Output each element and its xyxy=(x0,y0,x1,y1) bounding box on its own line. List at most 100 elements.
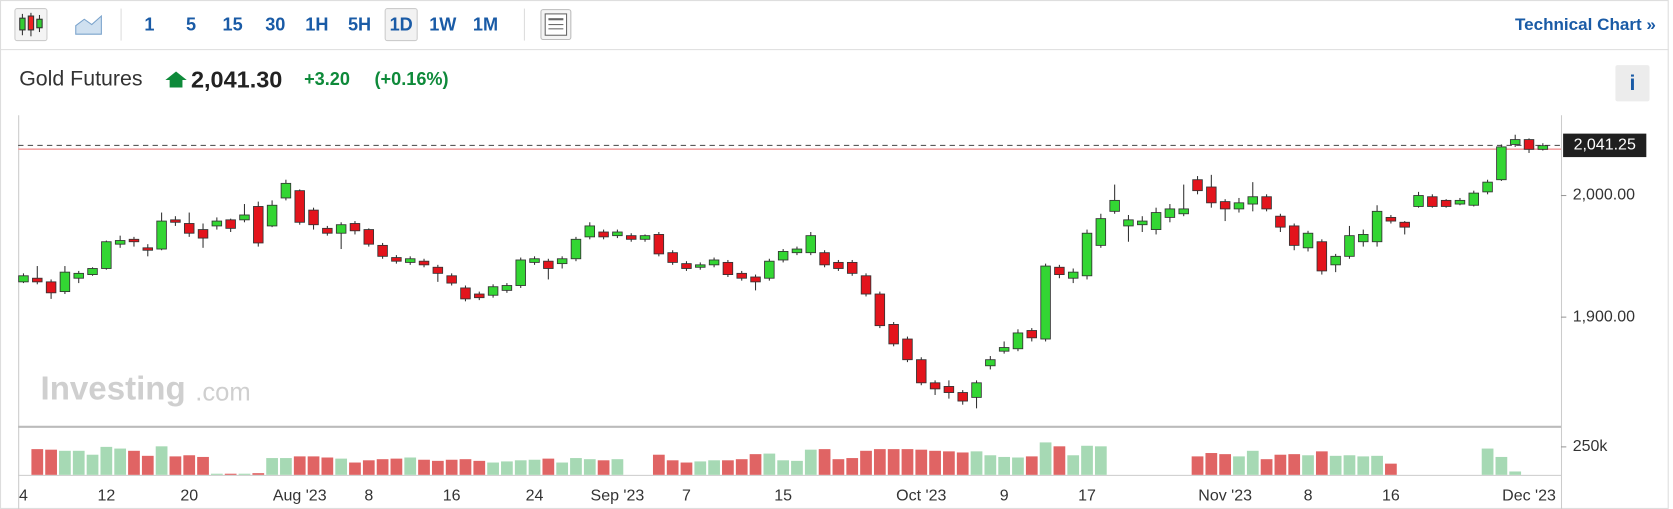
interval-button[interactable]: 1D xyxy=(390,14,413,34)
price-change: +3.20 xyxy=(304,69,350,89)
x-tick-label: 8 xyxy=(364,487,373,504)
volume-bar xyxy=(1053,446,1066,475)
volume-bar xyxy=(1260,459,1273,475)
candle-body xyxy=(349,223,361,232)
volume-bar xyxy=(528,459,541,475)
volume-bar xyxy=(694,461,707,475)
volume-bar xyxy=(473,460,486,475)
candle-body xyxy=(335,224,347,234)
candle-body xyxy=(833,261,844,269)
candle-body xyxy=(1413,195,1424,207)
volume-bar xyxy=(1094,446,1107,475)
volume-bar xyxy=(1081,445,1093,475)
candle-body xyxy=(322,227,333,234)
candle-body xyxy=(929,382,941,390)
candle-body xyxy=(1164,208,1176,218)
interval-selected[interactable] xyxy=(384,8,418,42)
candle-body xyxy=(1054,266,1065,275)
volume-bar xyxy=(1205,453,1218,475)
x-tick-label: Oct '23 xyxy=(896,487,946,504)
candle-body xyxy=(1427,196,1438,207)
up-arrow xyxy=(165,71,187,88)
volume-bar xyxy=(943,451,955,475)
volume-bar xyxy=(514,460,527,475)
candle-body xyxy=(860,275,872,295)
volume-bar xyxy=(45,449,57,475)
volume-bar xyxy=(1343,455,1356,475)
candle-body xyxy=(1454,199,1466,205)
volume-bar xyxy=(998,456,1011,475)
candle-body xyxy=(1482,181,1493,193)
volume-bar xyxy=(749,454,762,475)
candle-body xyxy=(971,382,982,398)
technical-chart-link[interactable]: Technical Chart » xyxy=(1515,15,1656,34)
candle-body xyxy=(418,260,430,266)
candle-body xyxy=(653,234,665,255)
candle-body xyxy=(211,220,223,227)
volume-bar xyxy=(970,451,983,475)
candle-body xyxy=(377,244,388,257)
interval-button[interactable]: 1H xyxy=(305,14,328,34)
candle-body xyxy=(1109,199,1120,212)
x-tick-label: 12 xyxy=(97,487,115,504)
info-label[interactable]: i xyxy=(1629,71,1635,95)
volume-bar xyxy=(59,450,71,475)
x-tick-label: 9 xyxy=(1000,487,1009,504)
candle-body xyxy=(1192,179,1203,192)
volume-bar xyxy=(210,473,223,475)
volume-bar xyxy=(832,459,845,475)
volume-bar xyxy=(31,449,44,475)
price-change-pct: (+0.16%) xyxy=(375,69,449,89)
volume-bar xyxy=(128,450,140,475)
x-tick-label: 15 xyxy=(774,487,792,504)
interval-button[interactable]: 1 xyxy=(144,14,154,34)
volume-bar xyxy=(1302,455,1314,475)
candle-body xyxy=(183,223,195,234)
candle-body xyxy=(460,287,471,300)
candle-body xyxy=(1523,139,1535,150)
interval-button[interactable]: 1W xyxy=(429,14,457,34)
candle-body xyxy=(639,235,651,240)
candle-body xyxy=(1288,225,1300,246)
candle-body xyxy=(225,219,236,229)
volume-bar xyxy=(929,450,941,475)
volume-bar xyxy=(431,460,444,475)
candle-body xyxy=(1496,146,1507,181)
interval-button[interactable]: 15 xyxy=(223,14,243,34)
candle-body xyxy=(736,272,747,279)
candle-body xyxy=(1095,218,1107,246)
volume-bar xyxy=(680,462,693,475)
news-icon[interactable] xyxy=(540,9,572,41)
volume-bar xyxy=(597,460,610,475)
area-icon[interactable] xyxy=(75,14,102,35)
icon-stroke xyxy=(75,14,102,35)
interval-button[interactable]: 5 xyxy=(186,14,196,34)
candle-body xyxy=(1123,219,1134,227)
candle-body xyxy=(1316,241,1328,272)
candle-icon[interactable] xyxy=(14,8,48,42)
candle-body xyxy=(45,281,57,294)
interval-button[interactable]: 30 xyxy=(265,14,285,34)
candle-body xyxy=(819,252,830,266)
x-tick-label: 17 xyxy=(1078,487,1096,504)
x-tick-label: 20 xyxy=(180,487,198,504)
interval-button[interactable]: 1M xyxy=(473,14,498,34)
volume-bar xyxy=(72,450,85,475)
candle-body xyxy=(1247,196,1258,205)
volume-bar xyxy=(804,449,817,475)
candle-body xyxy=(902,338,913,361)
volume-bar xyxy=(335,458,348,475)
interval-button[interactable]: 5H xyxy=(348,14,371,34)
volume-bar xyxy=(487,462,499,475)
volume-bar xyxy=(708,460,720,475)
volume-bar xyxy=(1385,463,1397,475)
info-button[interactable] xyxy=(1615,65,1650,102)
x-tick-label: 4 xyxy=(19,487,28,504)
x-tick-label: Aug '23 xyxy=(273,487,327,504)
candle-body xyxy=(446,275,457,284)
candle-body xyxy=(529,258,540,263)
volume-bar xyxy=(1357,456,1370,475)
candle-body xyxy=(363,229,375,245)
